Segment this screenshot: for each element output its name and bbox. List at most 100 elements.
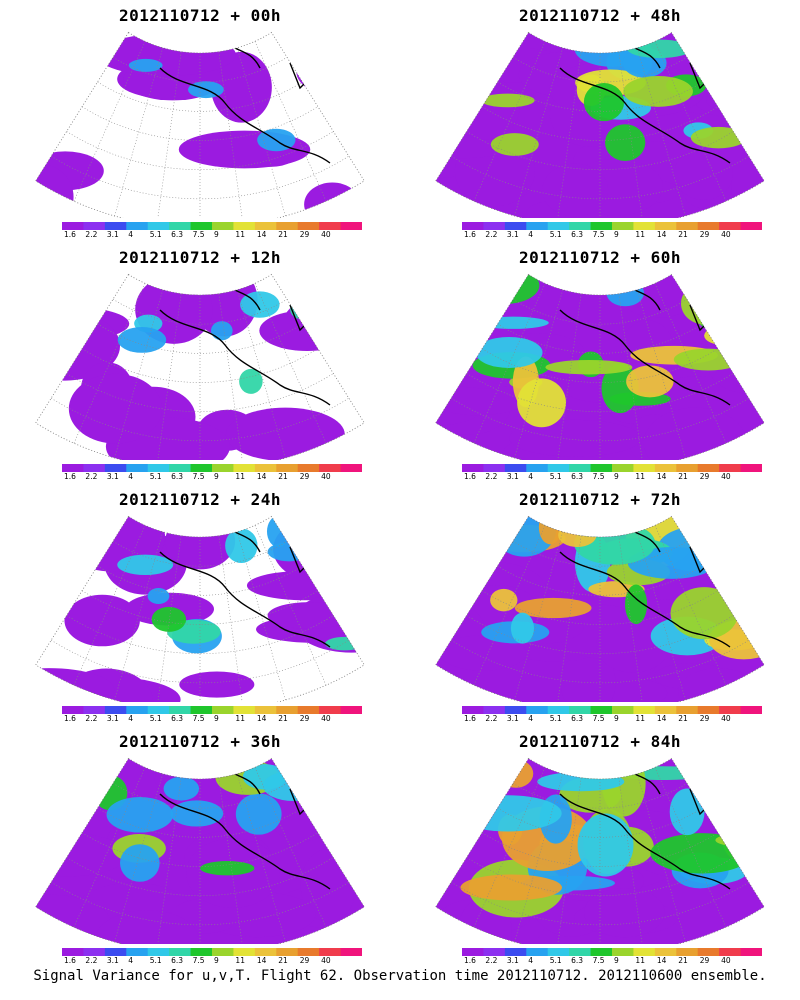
high-variance-area [106, 797, 174, 833]
colorbar-swatch [190, 706, 213, 714]
variance-area [259, 310, 355, 352]
variance-map [435, 273, 765, 460]
map-border [35, 31, 365, 218]
colorbar-swatch [676, 948, 699, 956]
colorbar-swatch [169, 464, 192, 472]
colorbar-swatch [212, 706, 234, 714]
high-variance-area [490, 588, 518, 612]
panel-title: 2012110712 + 60h [518, 248, 682, 267]
forecast-panel: 2012110712 + 84h 1.6 2.2 3.1 4 5.1 6.3 7.5 9 11 14… [400, 726, 800, 966]
colorbar-swatch [462, 706, 484, 714]
latitude-line [512, 540, 688, 567]
colorbar-label: 1.6 [464, 472, 476, 480]
colorbar-label: 3.1 [107, 230, 119, 238]
colorbar-swatch [276, 464, 299, 472]
colorbar-swatch [297, 222, 320, 230]
colorbar-swatch [612, 706, 634, 714]
colorbar-swatch [697, 706, 720, 714]
colorbar-label: 7.5 [193, 472, 205, 480]
colorbar-swatch [62, 222, 84, 230]
variance-area [723, 770, 765, 800]
colorbar-swatch [340, 222, 362, 230]
colorbar-label: 40 [321, 472, 331, 480]
longitude-line [73, 767, 146, 928]
colorbar-label: 40 [721, 230, 731, 238]
panel-title: 2012110712 + 36h [118, 732, 282, 751]
variance-area [179, 671, 255, 698]
colorbar-swatch [719, 948, 742, 956]
colorbar-label: 2.2 [485, 956, 497, 964]
colorbar-swatch [340, 706, 362, 714]
colorbar-label: 40 [721, 956, 731, 964]
latitude-line [81, 832, 319, 867]
colorbar-label: 4 [528, 956, 533, 964]
colorbar-label: 14 [657, 230, 667, 238]
high-variance-area [514, 597, 592, 619]
variance-area [439, 635, 527, 671]
colorbar-label: 11 [235, 714, 245, 722]
colorbar-swatch [190, 222, 213, 230]
colorbar-swatch [83, 948, 106, 956]
high-variance-area [128, 58, 163, 72]
high-variance-area [558, 523, 597, 548]
variance-area [267, 602, 352, 629]
longitude-line [114, 531, 164, 701]
latitude-line [481, 590, 719, 625]
high-variance-area [704, 325, 747, 346]
colorbar-swatch [297, 706, 320, 714]
colorbar-label: 1.6 [64, 714, 76, 722]
colorbar-swatch [233, 948, 256, 956]
colorbar-label: 6.3 [171, 472, 183, 480]
colorbar-label: 1.6 [464, 714, 476, 722]
longitude-line [473, 41, 546, 202]
colorbar-label: 2.2 [85, 714, 97, 722]
colorbar-label: 6.3 [171, 956, 183, 964]
colorbar: 1.6 2.2 3.1 4 5.1 6.3 7.5 9 11 14 21 29 40 [462, 948, 762, 964]
colorbar-swatch [212, 222, 234, 230]
high-variance-area [239, 368, 263, 394]
colorbar-label: 29 [300, 230, 310, 238]
colorbar-label: 21 [678, 956, 688, 964]
variance-map [35, 273, 365, 460]
colorbar-swatch [633, 948, 656, 956]
colorbar-label: 3.1 [507, 472, 519, 480]
colorbar-swatch [233, 464, 256, 472]
colorbar-swatch [212, 948, 234, 956]
colorbar-label: 5.1 [150, 230, 162, 238]
longitude-line [473, 767, 546, 928]
colorbar-label: 5.1 [150, 714, 162, 722]
longitude-line [218, 293, 244, 460]
colorbar-swatch [462, 464, 484, 472]
colorbar-label: 4 [128, 956, 133, 964]
high-variance-area [312, 801, 346, 825]
colorbar-swatch [654, 706, 677, 714]
colorbar-swatch [483, 464, 506, 472]
variance-area [35, 520, 75, 584]
colorbar-swatch [169, 706, 192, 714]
high-variance-area [290, 299, 312, 319]
colorbar-swatch [590, 222, 613, 230]
colorbar-swatch [233, 706, 256, 714]
colorbar-label: 7.5 [593, 472, 605, 480]
map-border [35, 757, 365, 944]
colorbar-label: 9 [214, 956, 219, 964]
latitude-line [512, 298, 688, 325]
colorbar-label: 29 [700, 472, 710, 480]
colorbar-swatch [676, 706, 699, 714]
colorbar-swatch [254, 464, 277, 472]
longitude-line [254, 283, 327, 444]
colorbar-label: 29 [700, 714, 710, 722]
colorbar-swatch [83, 706, 106, 714]
variance-area [542, 163, 609, 217]
colorbar-label: 1.6 [64, 956, 76, 964]
latitude-line [481, 348, 719, 383]
forecast-panel: 2012110712 + 00h 1.6 2.2 3.1 4 5.1 6.3 7.5 9 11 14… [0, 0, 400, 240]
colorbar-swatch [319, 464, 342, 472]
colorbar-swatch [740, 706, 762, 714]
colorbar-swatch [62, 464, 84, 472]
variance-area [719, 311, 765, 341]
colorbar-swatch [547, 464, 570, 472]
colorbar-swatch [483, 948, 506, 956]
high-variance-area [235, 793, 282, 835]
colorbar-label: 6.3 [571, 956, 583, 964]
